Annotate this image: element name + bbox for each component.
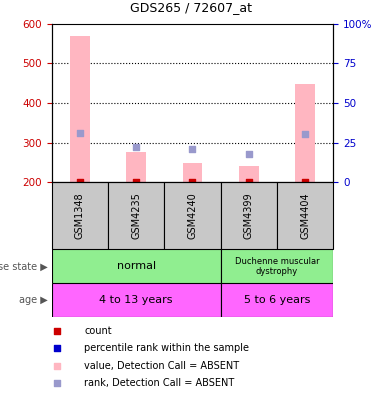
Bar [52,283,221,317]
Text: GSM4399: GSM4399 [244,192,254,239]
Text: 5 to 6 years: 5 to 6 years [244,295,310,305]
Text: GSM4240: GSM4240 [187,192,198,239]
Text: GSM4235: GSM4235 [131,192,141,239]
Bar [277,182,333,249]
Point [302,179,308,185]
Bar [221,182,277,249]
Point [190,179,196,185]
Point [133,143,139,150]
Text: GSM4404: GSM4404 [300,192,310,239]
Bar [183,163,202,182]
Point [190,146,196,152]
Bar [126,152,146,182]
Bar [52,182,108,249]
Text: GDS265 / 72607_at: GDS265 / 72607_at [131,1,252,14]
Bar [164,182,221,249]
Text: age ▶: age ▶ [19,295,48,305]
Bar [108,182,164,249]
Point [77,129,83,136]
Text: 4 to 13 years: 4 to 13 years [100,295,173,305]
Text: Duchenne muscular
dystrophy: Duchenne muscular dystrophy [235,257,319,276]
Text: GSM1348: GSM1348 [75,192,85,239]
Text: normal: normal [116,261,156,271]
Bar [295,84,315,182]
Text: count: count [84,326,112,336]
Point [77,179,83,185]
Point [246,179,252,185]
Point [302,131,308,137]
Text: rank, Detection Call = ABSENT: rank, Detection Call = ABSENT [84,378,234,388]
Text: value, Detection Call = ABSENT: value, Detection Call = ABSENT [84,361,239,371]
Point [246,150,252,157]
Bar [239,166,259,182]
Bar [221,249,333,283]
Bar [70,36,90,182]
Bar [52,249,221,283]
Text: disease state ▶: disease state ▶ [0,261,48,271]
Point [133,179,139,185]
Bar [221,283,333,317]
Text: percentile rank within the sample: percentile rank within the sample [84,343,249,354]
